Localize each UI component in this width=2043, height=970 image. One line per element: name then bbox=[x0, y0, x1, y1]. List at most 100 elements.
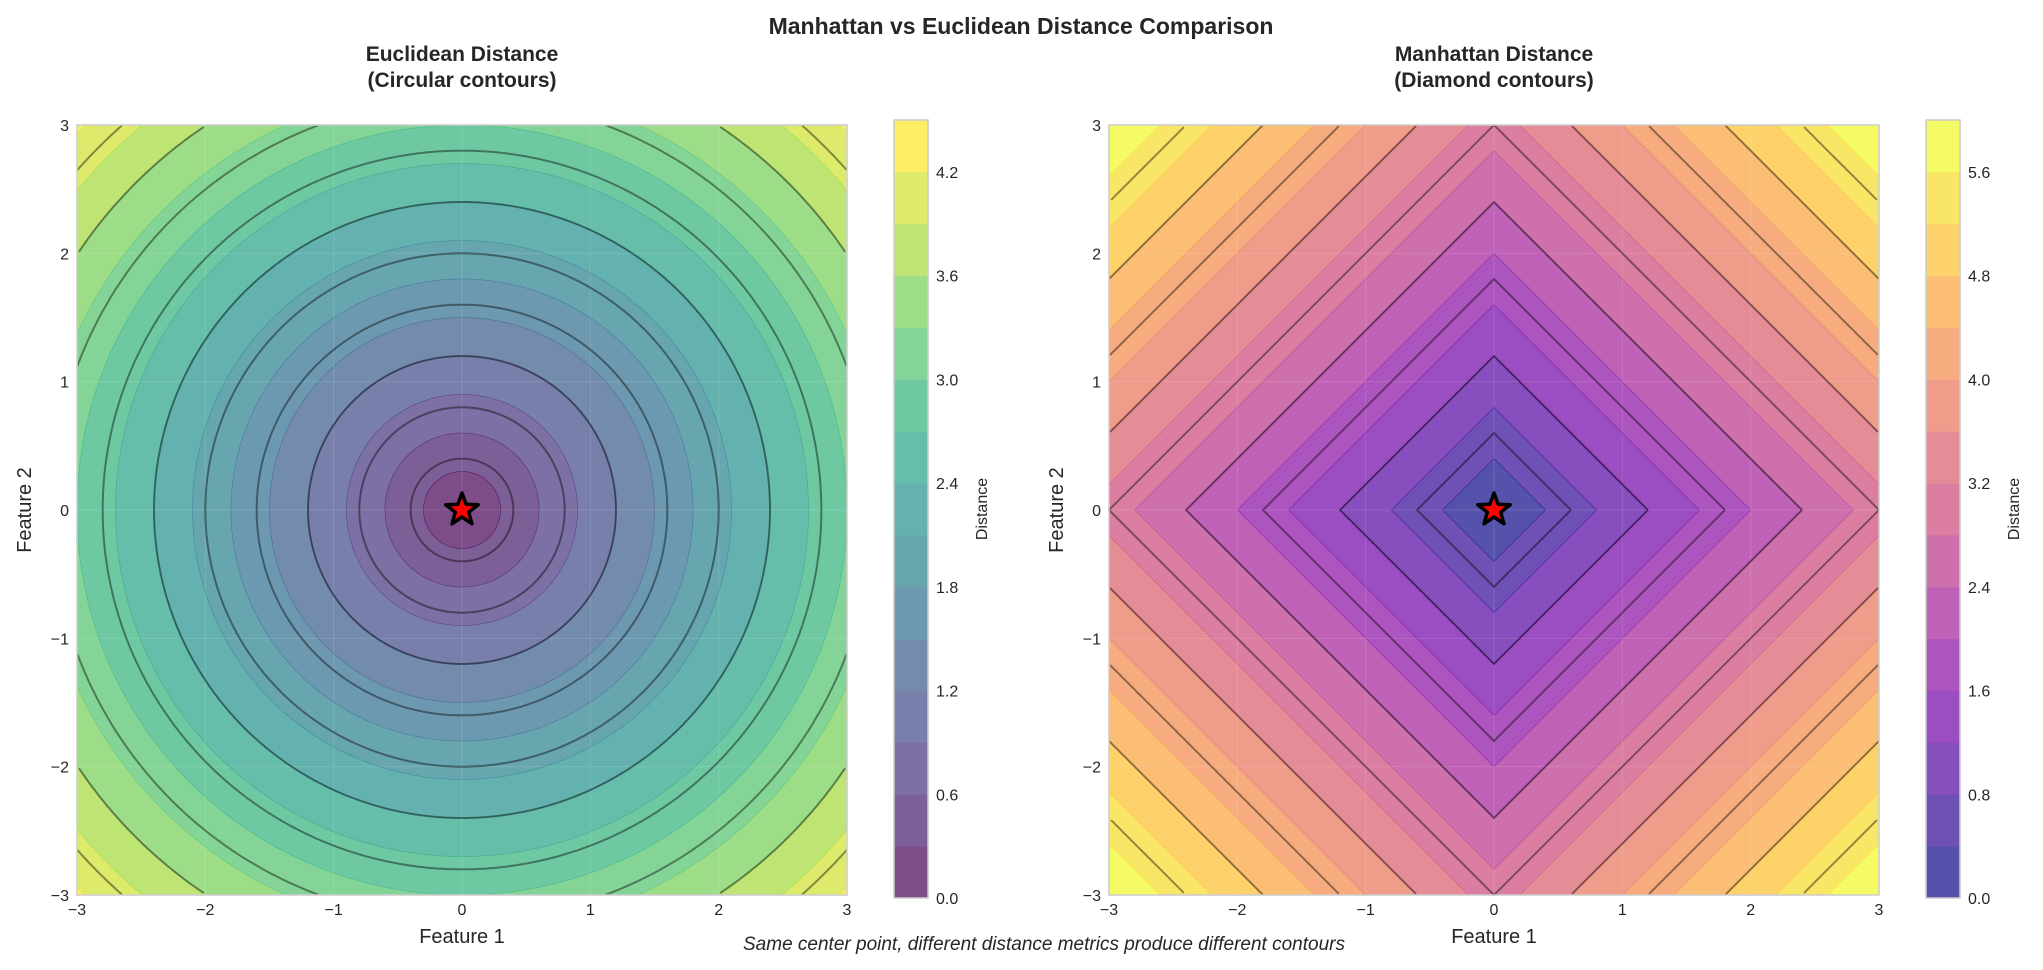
colorbar-tick-label: 0.6 bbox=[936, 787, 958, 804]
colorbar-band-14 bbox=[894, 120, 928, 173]
x-tick-label: 2 bbox=[714, 902, 723, 919]
panel-manhattan: Manhattan Distance (Diamond contours) −3−3… bbox=[1046, 43, 2023, 948]
contour-line-2 bbox=[307, 355, 617, 665]
y-tick-label: −3 bbox=[1083, 888, 1101, 905]
colorbar-band-3 bbox=[1926, 690, 1960, 743]
colorbar-band-11 bbox=[894, 275, 928, 328]
colorbar-tick-label: 1.2 bbox=[936, 684, 958, 701]
x-tick-label: 3 bbox=[843, 902, 852, 919]
x-tick-label: 1 bbox=[1618, 902, 1627, 919]
panel-euclidean: Euclidean Distance(Circular contours)−3−… bbox=[14, 43, 991, 948]
colorbar-band-0 bbox=[894, 846, 928, 898]
colorbar-band-8 bbox=[1926, 431, 1960, 484]
colorbar-band-11 bbox=[1926, 275, 1960, 328]
colorbar-band-10 bbox=[894, 327, 928, 380]
y-tick-label: 2 bbox=[1092, 246, 1101, 263]
y-tick-label: −2 bbox=[51, 760, 69, 777]
y-tick-label: −3 bbox=[51, 888, 69, 905]
subplot-title-line1: Euclidean Distance bbox=[366, 43, 559, 66]
contour-line-0 bbox=[1415, 431, 1572, 589]
figure-title: Manhattan vs Euclidean Distance Comparis… bbox=[769, 13, 1274, 39]
colorbar: 0.0 0.8 1.6 2.4 3.2 4.0 4.8 5.6 Distance bbox=[1925, 119, 2023, 908]
colorbar-tick-label: 0.8 bbox=[1968, 787, 1990, 804]
contour-line-5 bbox=[153, 201, 771, 819]
x-tick-label: 0 bbox=[1490, 902, 1499, 919]
x-tick-label: 2 bbox=[1746, 902, 1755, 919]
contour-line-5 bbox=[1109, 125, 1879, 895]
colorbar-frame bbox=[893, 119, 929, 899]
x-tick-label: −3 bbox=[1100, 902, 1118, 919]
colorbar-band-5 bbox=[1926, 586, 1960, 640]
colorbar: 0.0 0.6 1.2 1.8 2.4 3.0 3.6 4.2 Distance bbox=[893, 119, 991, 908]
colorbar-tick-label: 3.0 bbox=[936, 372, 958, 389]
contour-line-8 bbox=[78, 126, 846, 894]
colorbar-tick-label: 0.0 bbox=[1968, 891, 1990, 908]
colorbar-band-4 bbox=[894, 638, 928, 692]
x-axis-label: Feature 1 bbox=[1451, 926, 1537, 948]
axes-frame bbox=[1108, 124, 1880, 896]
colorbar-label: Distance bbox=[974, 478, 991, 540]
subplot-title-line2: (Diamond contours) bbox=[1394, 69, 1594, 92]
contour-line-6 bbox=[1109, 125, 1879, 895]
x-tick-label: −3 bbox=[68, 902, 86, 919]
contour-line-9 bbox=[76, 124, 848, 896]
x-tick-label: 0 bbox=[458, 902, 467, 919]
x-tick-label: −2 bbox=[1228, 902, 1246, 919]
contour-line-6 bbox=[101, 149, 823, 871]
colorbar-band-12 bbox=[1926, 223, 1960, 277]
colorbar-tick-label: 4.0 bbox=[1968, 372, 1990, 389]
colorbar-band-2 bbox=[894, 742, 928, 795]
colorbar-band-14 bbox=[1926, 120, 1960, 173]
contour-line-8 bbox=[1110, 126, 1878, 894]
contour-line-4 bbox=[204, 252, 720, 768]
y-axis-label: Feature 2 bbox=[1046, 467, 1068, 553]
y-tick-label: 2 bbox=[60, 246, 69, 263]
center-point-star-marker bbox=[1476, 491, 1512, 526]
x-tick-label: −1 bbox=[1357, 902, 1375, 919]
contour-line-0 bbox=[409, 457, 515, 563]
contour-line-1 bbox=[1338, 354, 1649, 666]
colorbar-band-9 bbox=[894, 379, 928, 432]
colorbar-band-6 bbox=[894, 534, 928, 588]
colorbar-band-13 bbox=[1926, 171, 1960, 225]
colorbar-band-12 bbox=[894, 223, 928, 277]
contour-line-7 bbox=[76, 124, 848, 896]
axes-frame bbox=[76, 124, 848, 896]
contour-line-1 bbox=[358, 406, 566, 614]
y-tick-label: −1 bbox=[51, 631, 69, 648]
colorbar-band-5 bbox=[894, 586, 928, 640]
colorbar-tick-label: 4.8 bbox=[1968, 269, 1990, 286]
figure-caption: Same center point, different distance me… bbox=[743, 934, 1345, 955]
colorbar-band-4 bbox=[1926, 638, 1960, 692]
colorbar-band-1 bbox=[1926, 794, 1960, 847]
colorbar-tick-label: 5.6 bbox=[1968, 165, 1990, 182]
colorbar-band-8 bbox=[894, 431, 928, 484]
colorbar-tick-label: 3.6 bbox=[936, 269, 958, 286]
colorbar-band-9 bbox=[1926, 379, 1960, 432]
colorbar-tick-label: 1.8 bbox=[936, 580, 958, 597]
y-tick-label: 1 bbox=[60, 375, 69, 392]
colorbar-band-7 bbox=[894, 483, 928, 536]
colorbar-tick-label: 1.6 bbox=[1968, 684, 1990, 701]
colorbar-tick-label: 2.4 bbox=[1968, 580, 1990, 597]
contour-line-7 bbox=[1108, 124, 1880, 896]
y-tick-label: 0 bbox=[1092, 503, 1101, 520]
contour-line-3 bbox=[255, 303, 669, 717]
y-axis-label: Feature 2 bbox=[14, 467, 36, 553]
contour-line-3 bbox=[1184, 200, 1803, 820]
y-tick-label: 3 bbox=[1092, 118, 1101, 135]
colorbar-tick-label: 4.2 bbox=[936, 165, 958, 182]
colorbar-band-2 bbox=[1926, 742, 1960, 795]
x-tick-label: 1 bbox=[586, 902, 595, 919]
y-tick-label: −1 bbox=[1083, 631, 1101, 648]
colorbar-tick-label: 3.2 bbox=[1968, 476, 1990, 493]
x-tick-label: −2 bbox=[196, 902, 214, 919]
colorbar-band-6 bbox=[1926, 534, 1960, 588]
y-tick-label: −2 bbox=[1083, 760, 1101, 777]
colorbar-label: Distance bbox=[2006, 478, 2023, 540]
center-point-star-marker bbox=[444, 491, 480, 526]
colorbar-band-1 bbox=[894, 794, 928, 847]
colorbar-band-0 bbox=[1926, 846, 1960, 898]
subplot-title-line1: Manhattan Distance bbox=[1395, 43, 1593, 66]
